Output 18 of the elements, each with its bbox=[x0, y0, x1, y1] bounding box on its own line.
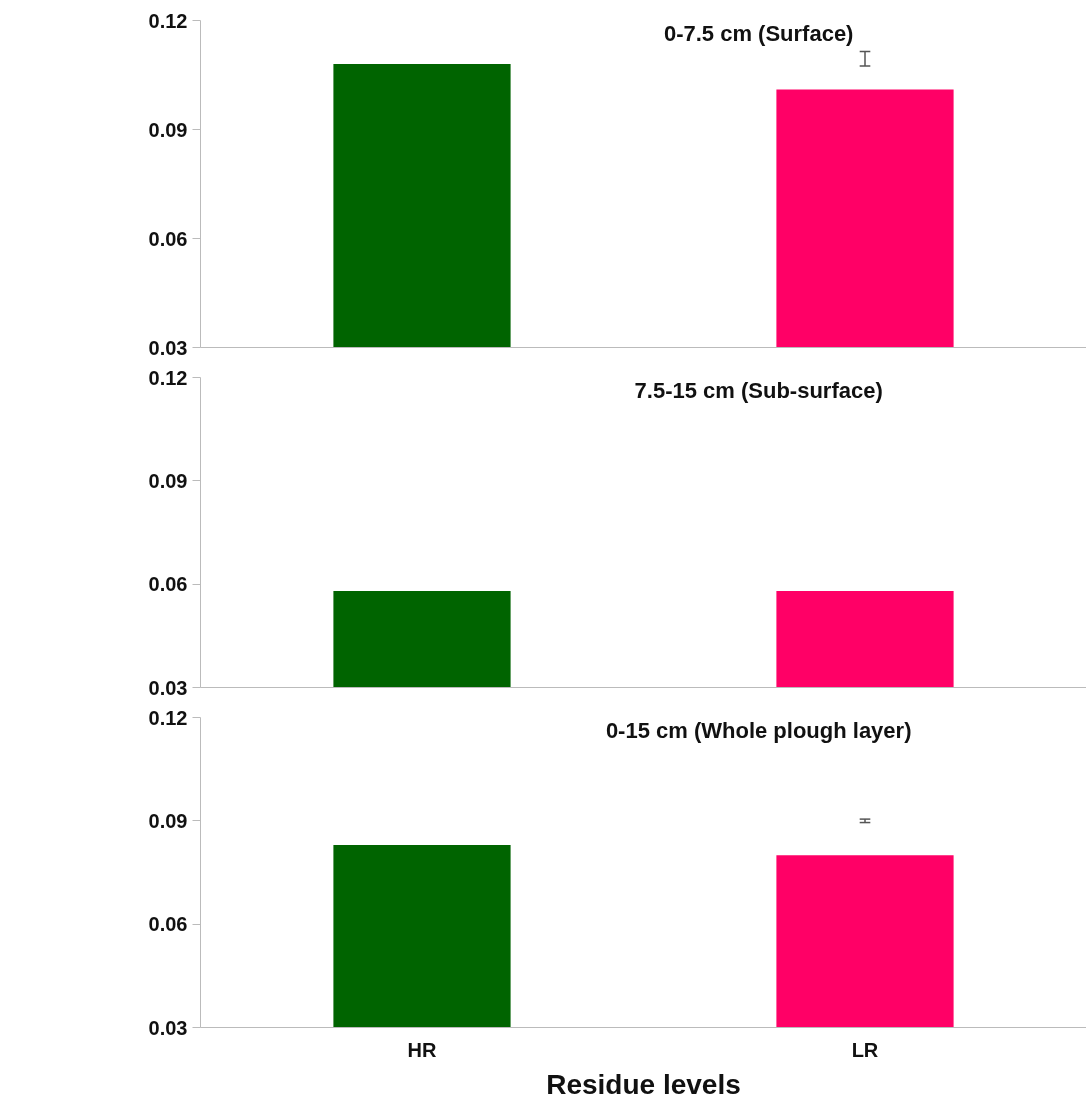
y-tick-label: 0.03 bbox=[148, 676, 188, 699]
y-tick-label: 0.12 bbox=[148, 366, 188, 389]
x-tick-label: HR bbox=[407, 1038, 437, 1061]
y-tick-label: 0.12 bbox=[148, 706, 188, 729]
y-tick-label: 0.06 bbox=[148, 227, 188, 250]
y-tick-label: 0.06 bbox=[148, 573, 188, 596]
y-tick-label: 0.03 bbox=[148, 1016, 188, 1039]
y-tick-label: 0.09 bbox=[148, 469, 188, 492]
y-tick-label: 0.09 bbox=[148, 118, 188, 141]
chart-title: 0-7.5 cm (Surface) bbox=[663, 20, 854, 46]
chart-title: 7.5-15 cm (Sub-surface) bbox=[634, 377, 883, 403]
x-tick-label: LR bbox=[851, 1038, 879, 1061]
chart-title: 0-15 cm (Whole plough layer) bbox=[605, 717, 912, 743]
y-tick-label: 0.12 bbox=[148, 9, 188, 32]
y-tick-label: 0.09 bbox=[148, 809, 188, 832]
y-tick-label: 0.06 bbox=[148, 913, 188, 936]
y-tick-label: 0.03 bbox=[148, 336, 188, 359]
x-axis-title: Residue levels bbox=[546, 1068, 741, 1100]
